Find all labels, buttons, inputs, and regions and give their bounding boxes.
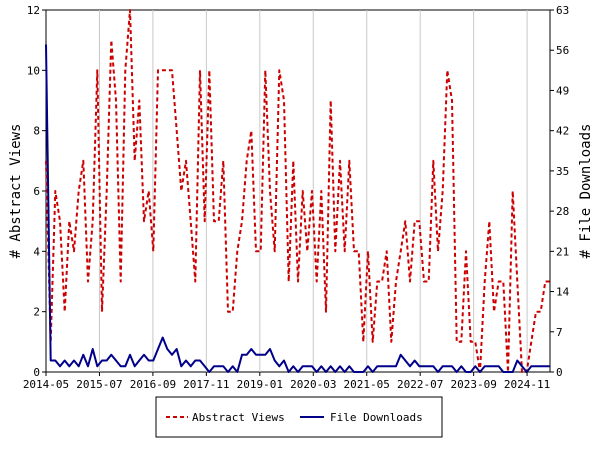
y-left-tick-label: 8	[33, 125, 40, 138]
legend-box	[155, 396, 443, 438]
legend-label-file-downloads: File Downloads	[330, 411, 423, 424]
x-tick-label: 2017-11	[183, 378, 229, 391]
y-right-tick-label: 7	[556, 326, 563, 339]
plot-area	[45, 9, 551, 373]
y-left-tick-label: 0	[33, 366, 40, 379]
y-left-tick-label: 4	[33, 245, 40, 258]
y-axis-left-title: # Abstract Views	[8, 124, 24, 259]
x-tick-label: 2020-03	[290, 378, 336, 391]
y-axis-right-title: # File Downloads	[578, 124, 594, 259]
y-right-tick-label: 28	[556, 205, 569, 218]
legend: Abstract Views File Downloads	[155, 396, 443, 438]
legend-label-abstract-views: Abstract Views	[192, 411, 285, 424]
x-tick-label: 2014-05	[23, 378, 69, 391]
y-left-tick-label: 12	[27, 4, 40, 17]
x-tick-label: 2024-11	[504, 378, 550, 391]
x-tick-label: 2021-05	[344, 378, 390, 391]
x-tick-label: 2019-01	[237, 378, 283, 391]
grid	[98, 10, 528, 372]
series-line-file-downloads	[45, 44, 550, 373]
series-line-abstract-views	[45, 9, 550, 373]
x-tick-label: 2023-09	[450, 378, 496, 391]
y-left-tick-label: 10	[27, 64, 40, 77]
y-left-tick-label: 2	[33, 306, 40, 319]
y-right-tick-label: 56	[556, 44, 569, 57]
y-right-tick-label: 49	[556, 84, 569, 97]
x-tick-label: 2022-07	[397, 378, 443, 391]
y-right-tick-label: 21	[556, 245, 569, 258]
y-right-tick-label: 35	[556, 165, 569, 178]
y-left-tick-label: 6	[33, 185, 40, 198]
x-tick-label: 2016-09	[130, 378, 176, 391]
axes: 2014-05 2015-07 2016-09 2017-11 2019-01 2020-…	[23, 4, 570, 391]
y-right-tick-label: 14	[556, 286, 570, 299]
y-right-tick-label: 42	[556, 125, 569, 138]
y-right-tick-label: 0	[556, 366, 563, 379]
x-tick-label: 2015-07	[76, 378, 122, 391]
y-right-tick-label: 63	[556, 4, 569, 17]
series-layer	[45, 9, 550, 373]
